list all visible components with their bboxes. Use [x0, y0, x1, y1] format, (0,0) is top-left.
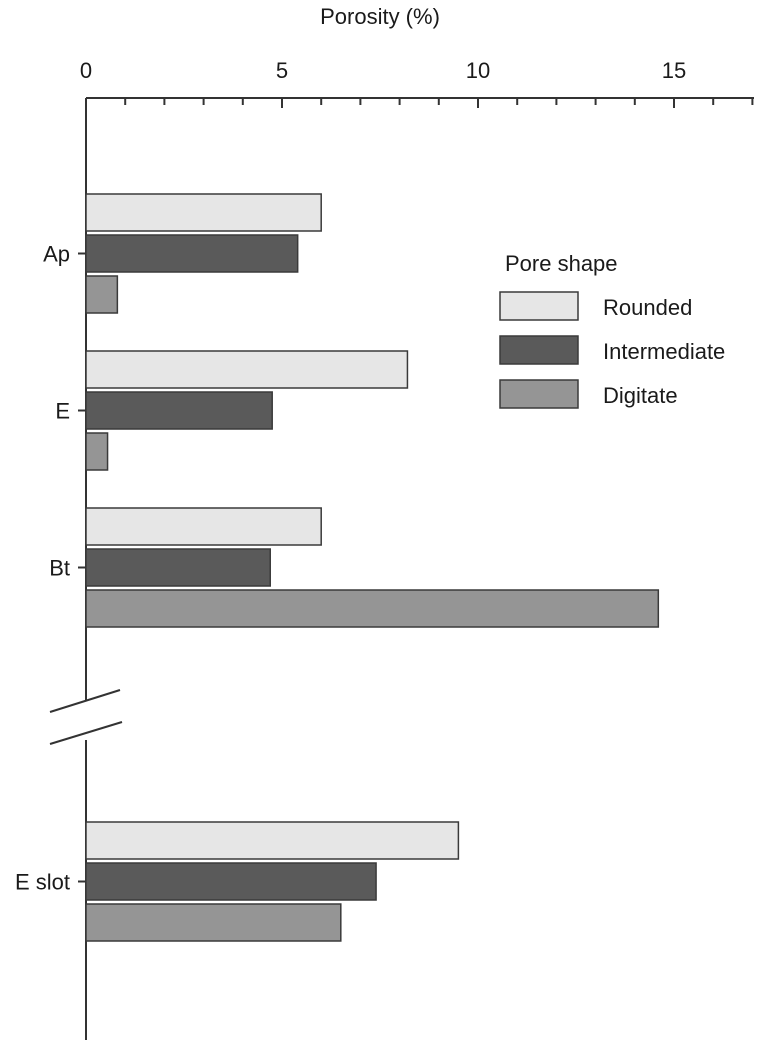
category-label: E slot	[15, 870, 70, 895]
legend-swatch-intermediate	[499, 335, 579, 365]
bar-rounded-ap	[85, 193, 322, 232]
bar-rounded-e	[85, 350, 409, 389]
x-tick-label: 15	[662, 58, 686, 83]
axis-break-mark	[49, 689, 121, 713]
bar-digitate-e-slot	[85, 903, 342, 942]
bar-intermediate-e	[85, 391, 273, 430]
bar-intermediate-ap	[85, 234, 299, 273]
bar-digitate-ap	[85, 275, 119, 314]
bar-rounded-e-slot	[85, 821, 460, 860]
x-axis-title: Porosity (%)	[320, 4, 440, 29]
legend-label-intermediate: Intermediate	[603, 339, 725, 364]
axis-break-mark	[49, 721, 123, 745]
legend-swatch-rounded	[499, 291, 579, 321]
bar-intermediate-bt	[85, 548, 271, 587]
bar-digitate-bt	[85, 589, 660, 628]
legend-swatch-digitate	[499, 379, 579, 409]
x-tick-label: 10	[466, 58, 490, 83]
x-tick-label: 5	[276, 58, 288, 83]
legend-title: Pore shape	[505, 251, 618, 276]
category-label: Bt	[49, 556, 70, 581]
legend: Pore shape Rounded Intermediate Digitate	[499, 251, 725, 409]
bar-digitate-e	[85, 432, 109, 471]
x-axis-ticks: 0 5 10 15	[80, 58, 754, 108]
bar-intermediate-e-slot	[85, 862, 377, 901]
bar-rounded-bt	[85, 507, 322, 546]
category-label: E	[55, 399, 70, 424]
category-labels: Ap E Bt E slot	[15, 242, 86, 895]
x-tick-label: 0	[80, 58, 92, 83]
legend-label-digitate: Digitate	[603, 383, 678, 408]
bars-group	[85, 193, 660, 942]
category-label: Ap	[43, 242, 70, 267]
legend-label-rounded: Rounded	[603, 295, 692, 320]
